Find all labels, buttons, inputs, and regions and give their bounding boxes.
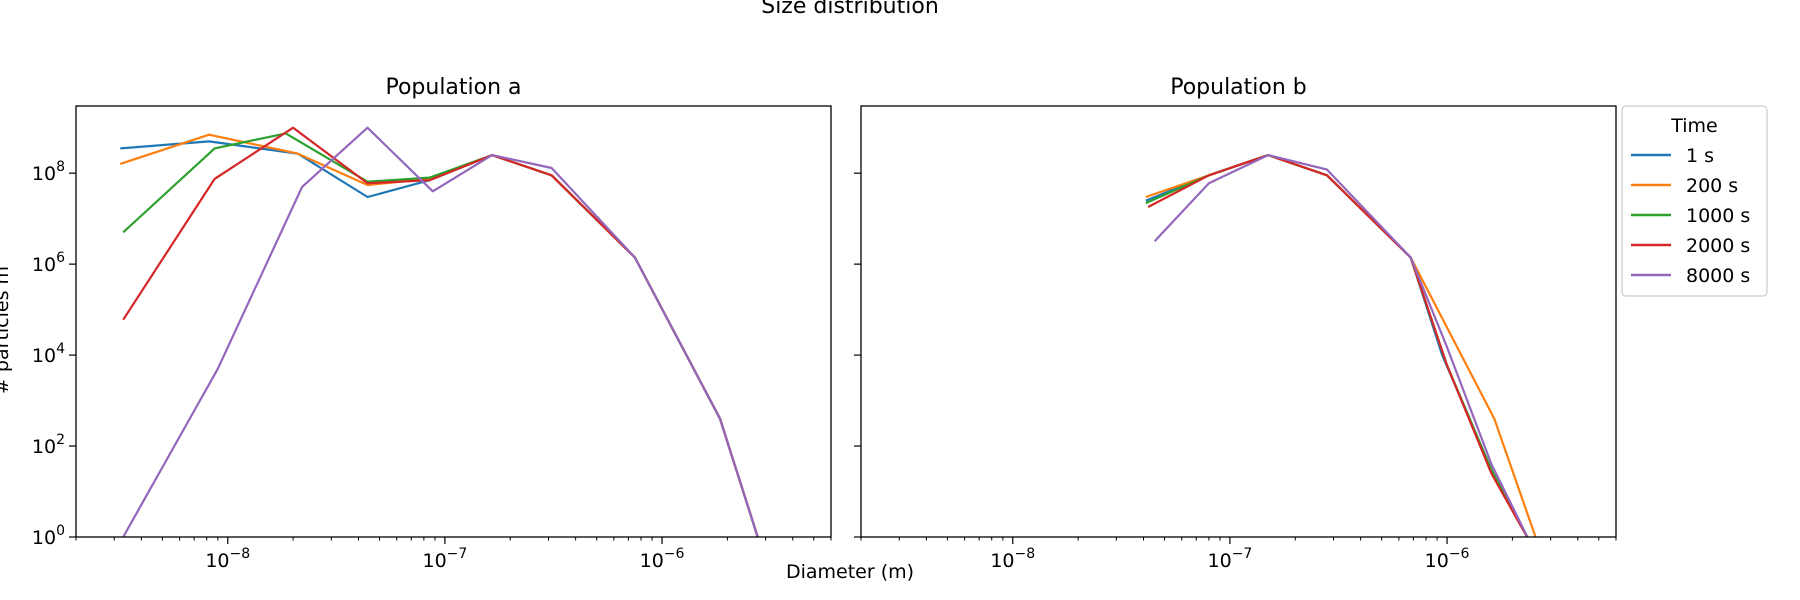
series-line-2 — [119, 133, 759, 537]
series-line-1 — [120, 140, 759, 537]
series-line-2 — [1145, 154, 1537, 537]
y-tick-label: 104 — [32, 341, 65, 367]
x-tick-label: 10−7 — [1207, 546, 1252, 572]
series-line-4 — [122, 126, 759, 537]
series-line-5 — [122, 126, 759, 537]
figure-title: Size distribution — [761, 0, 939, 19]
series-line-1 — [1145, 154, 1529, 537]
chart-legend: Time 1 s 200 s 1000 s 2000 s 8000 s — [1621, 105, 1768, 297]
x-tick-label: 10−8 — [205, 546, 250, 572]
series-line-5 — [1153, 154, 1529, 537]
series-group — [1145, 154, 1537, 537]
plot-frame — [860, 105, 1617, 538]
panel-2: Population b 10−8 10−7 10−6 — [854, 75, 1617, 572]
panel-title: Population b — [1170, 75, 1307, 100]
legend-label: 1 s — [1686, 145, 1714, 167]
legend-label: 8000 s — [1686, 265, 1750, 287]
x-tick-label: 10−7 — [422, 546, 467, 572]
x-tick-label: 10−6 — [640, 546, 685, 572]
legend-label: 2000 s — [1686, 235, 1750, 257]
legend-title: Time — [1670, 115, 1718, 137]
panel-1: Population a 10−8 10−7 10−6 100 102 104 106 108 — [32, 75, 832, 572]
chart-panels: Population a10−8 10−7 10−6100102104106108P… — [32, 75, 1617, 572]
y-tick-label: 102 — [32, 432, 65, 458]
series-line-3 — [122, 132, 759, 537]
y-tick-label: 100 — [32, 523, 65, 549]
series-line-4 — [1147, 154, 1529, 537]
panel-title: Population a — [385, 75, 521, 100]
x-tick-label: 10−8 — [990, 546, 1035, 572]
figure-xlabel: Diameter (m) — [786, 561, 914, 583]
y-tick-label: 106 — [32, 250, 65, 276]
figure-ylabel: # particles m — [0, 266, 13, 394]
series-line-3 — [1145, 154, 1529, 537]
series-group — [119, 126, 759, 537]
y-tick-label: 108 — [32, 159, 65, 185]
plot-frame — [75, 105, 832, 538]
legend-box — [1621, 105, 1768, 297]
x-tick-label: 10−6 — [1425, 546, 1470, 572]
legend-label: 200 s — [1686, 175, 1738, 197]
legend-label: 1000 s — [1686, 205, 1750, 227]
